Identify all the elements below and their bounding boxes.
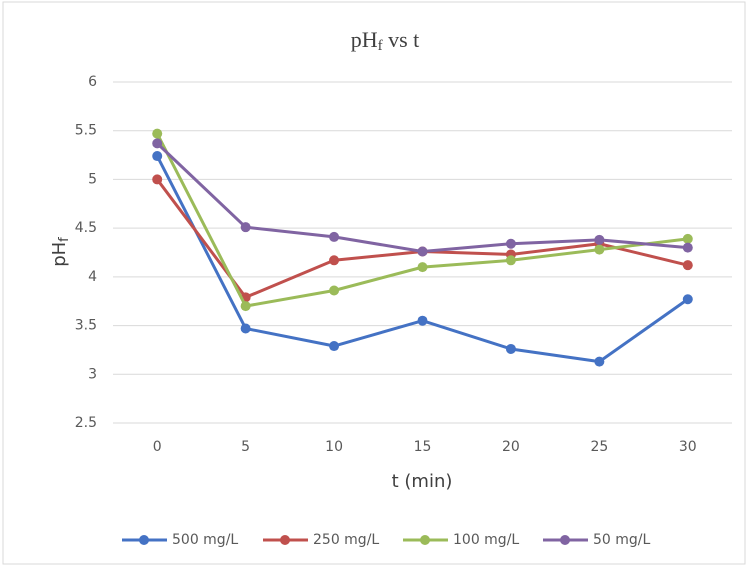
data-point [417, 246, 428, 257]
legend-marker [280, 535, 290, 545]
x-tick-label: 25 [590, 439, 608, 455]
y-tick-label: 5 [88, 171, 97, 187]
data-point [152, 138, 163, 149]
data-point [682, 242, 693, 253]
x-tick-label: 0 [153, 439, 162, 455]
y-tick-label: 6 [88, 74, 97, 90]
y-axis-title: pHf [49, 237, 72, 267]
legend-item: 500 mg/L [122, 532, 238, 548]
x-tick-label: 20 [502, 439, 520, 455]
legend-item: 250 mg/L [263, 532, 379, 548]
y-tick-label: 3 [88, 366, 97, 382]
data-point [594, 234, 605, 245]
data-point [240, 222, 251, 233]
data-point [329, 341, 340, 352]
legend-label: 50 mg/L [593, 532, 651, 548]
data-point [152, 128, 163, 139]
data-point [682, 260, 693, 271]
legend-item: 100 mg/L [403, 532, 519, 548]
data-point [682, 233, 693, 244]
data-point [417, 262, 428, 273]
y-tick-label: 4.5 [75, 220, 97, 236]
legend-label: 100 mg/L [453, 532, 519, 548]
x-tick-label: 5 [241, 439, 250, 455]
data-point [240, 301, 251, 312]
data-point [594, 356, 605, 367]
title-main: pH [351, 27, 378, 52]
chart-title: pHf vs t [351, 27, 420, 54]
data-point [505, 238, 516, 249]
data-point [505, 255, 516, 266]
title-subscript: f [378, 38, 383, 54]
data-point [329, 255, 340, 266]
data-point [329, 285, 340, 296]
x-axis-title: t (min) [392, 471, 453, 492]
legend-marker [560, 535, 570, 545]
legend-label: 250 mg/L [313, 532, 379, 548]
title-rest: vs t [383, 27, 420, 52]
data-point [152, 151, 163, 162]
data-point [682, 294, 693, 305]
data-point [505, 343, 516, 354]
x-tick-label: 15 [414, 439, 432, 455]
legend-marker [420, 535, 430, 545]
data-point [240, 323, 251, 334]
y-tick-label: 3.5 [75, 318, 97, 334]
y-tick-label: 5.5 [75, 123, 97, 139]
y-tick-label: 2.5 [75, 415, 97, 431]
data-point [594, 244, 605, 255]
legend-label: 500 mg/L [172, 532, 238, 548]
y-title-subscript: f [57, 237, 72, 242]
legend-marker [139, 535, 149, 545]
data-point [329, 231, 340, 242]
y-title-main: pH [49, 242, 70, 267]
data-point [152, 174, 163, 185]
x-tick-label: 10 [325, 439, 343, 455]
x-tick-label: 30 [679, 439, 697, 455]
data-point [417, 315, 428, 326]
y-tick-label: 4 [88, 269, 97, 285]
legend-item: 50 mg/L [543, 532, 651, 548]
